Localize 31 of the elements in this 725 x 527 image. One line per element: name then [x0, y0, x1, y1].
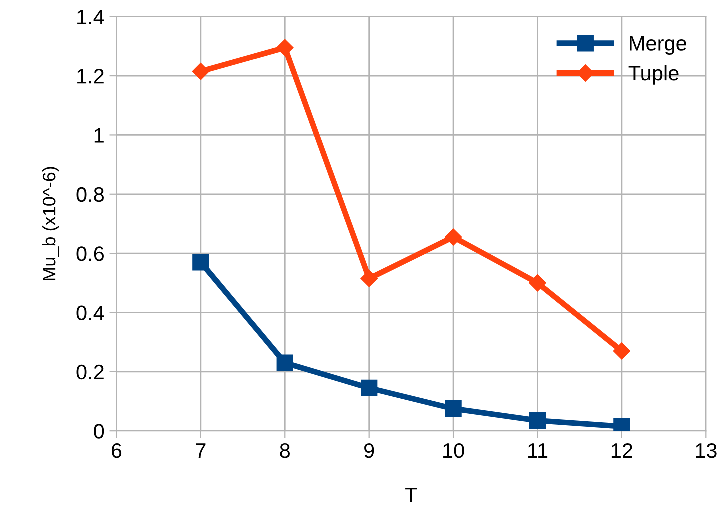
x-tick-label: 13: [696, 443, 717, 458]
point: [361, 380, 378, 397]
y-tick-label: 1.2: [78, 69, 104, 84]
x-tick-label: 12: [612, 443, 632, 458]
y-tick-label: 1: [94, 128, 104, 143]
y-tick-label: 0.8: [76, 187, 104, 202]
y-tick-label: 0.4: [76, 306, 104, 320]
y-tick-label: 0: [94, 424, 104, 439]
point: [276, 354, 294, 372]
x-axis-title: T: [406, 488, 418, 502]
point: [360, 270, 378, 288]
x-tick-label: 8: [280, 443, 290, 458]
point: [192, 63, 210, 80]
y-tick-label: 0.2: [76, 364, 104, 380]
y-axis-title: Mu_b (x10^-6): [42, 167, 60, 280]
point: [613, 342, 630, 360]
point: [445, 400, 462, 418]
x-tick-label: 6: [112, 443, 122, 458]
y-tick-label: 0.6: [76, 246, 104, 262]
point: [529, 274, 546, 292]
point: [276, 39, 294, 56]
point: [192, 254, 210, 271]
x-tick-label: 7: [196, 444, 206, 458]
legend-label: Tuple: [628, 65, 679, 85]
x-tick-label: 9: [364, 443, 374, 458]
point: [444, 228, 462, 246]
x-tick-label: 10: [444, 443, 464, 458]
point: [529, 412, 546, 430]
legend-label: Merge: [630, 36, 686, 56]
y-tick-label: 1.4: [78, 10, 104, 24]
x-tick-label: 11: [528, 444, 548, 458]
